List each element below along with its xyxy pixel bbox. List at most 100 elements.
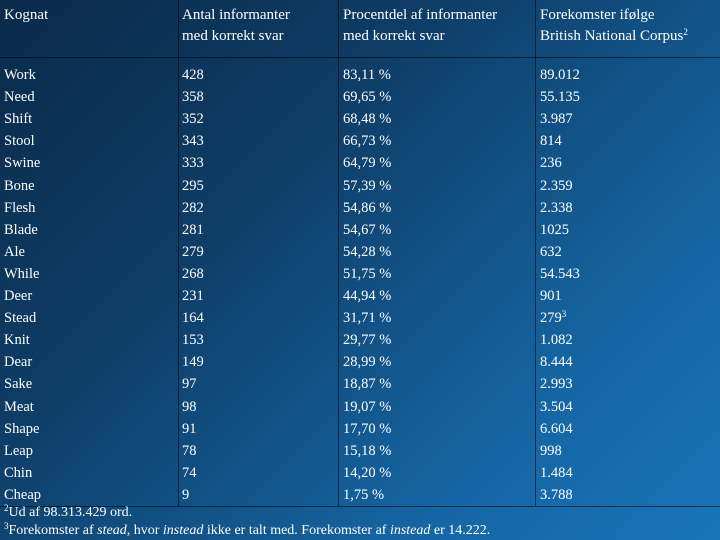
footnote-3-word-instead-2: instead <box>389 523 431 538</box>
row-count: 281 <box>182 221 204 238</box>
row-count: 149 <box>182 354 204 371</box>
header-antal-line1: Antal informanter <box>182 7 290 23</box>
row-percent: 54,28 % <box>343 243 392 260</box>
row-percent: 29,77 % <box>343 332 392 349</box>
row-percent: 54,86 % <box>343 199 392 216</box>
row-percent: 44,94 % <box>343 288 392 304</box>
row-percent: 54,67 % <box>343 221 392 238</box>
row-percent: 18,87 % <box>343 376 392 393</box>
row-bnc-count: 2.338 <box>540 199 573 216</box>
row-count: 97 <box>182 376 197 393</box>
row-bnc-value: 279 <box>540 310 562 327</box>
column-divider <box>535 0 536 506</box>
row-bnc-count: 54.543 <box>540 265 580 282</box>
row-percent: 1,75 % <box>343 486 385 503</box>
row-bnc-count: 89.012 <box>540 67 580 83</box>
header-forekomster-line1: Forekomster ifølge <box>540 7 655 23</box>
row-bnc-count: 55.135 <box>540 89 580 106</box>
column-divider <box>178 0 179 506</box>
row-word: Shift <box>4 111 33 128</box>
header-forekomster: Forekomster ifølge British National Corp… <box>540 5 688 47</box>
row-bnc-count: 1.484 <box>540 464 573 481</box>
row-bnc-count: 236 <box>540 155 562 172</box>
row-bnc-count: 3.987 <box>540 111 573 128</box>
header-kognat: Kognat <box>4 7 49 23</box>
row-word: While <box>4 265 40 282</box>
row-bnc-count: 3.788 <box>540 486 573 503</box>
row-word: Swine <box>4 155 41 172</box>
row-word: Bone <box>4 177 35 194</box>
row-count: 268 <box>182 265 204 282</box>
row-percent: 28,99 % <box>343 354 392 371</box>
row-bnc-count: 6.604 <box>540 420 573 437</box>
row-word: Sake <box>4 376 33 393</box>
row-bnc-count: 3.504 <box>540 398 573 415</box>
footnote-2-text: Ud af 98.313.429 ord. <box>8 505 133 520</box>
row-count: 91 <box>182 420 197 437</box>
footnote-3-text-a: Forekomster af <box>8 523 98 538</box>
row-count: 9 <box>182 486 190 503</box>
table-bottom-border <box>0 506 720 507</box>
row-count: 164 <box>182 310 204 327</box>
row-percent: 19,07 % <box>343 398 392 415</box>
row-bnc-count: 998 <box>540 442 562 459</box>
footnote-ref-2: 2 <box>683 27 688 37</box>
row-count: 74 <box>182 464 197 481</box>
row-bnc-count: 901 <box>540 288 562 304</box>
row-word: Blade <box>4 221 38 238</box>
column-divider <box>338 0 339 506</box>
header-antal-line2: med korrekt svar <box>182 28 284 44</box>
footnote-ref-3: 3 <box>561 309 567 320</box>
row-percent: 31,71 % <box>343 310 392 327</box>
footnote-3-word-stead: stead <box>97 523 127 538</box>
row-word: Cheap <box>4 486 42 503</box>
footnote-3-word-instead: instead <box>162 523 204 538</box>
row-percent: 57,39 % <box>343 177 392 194</box>
row-percent: 17,70 % <box>343 420 392 437</box>
footnote-3-text-c: , hvor <box>126 523 163 538</box>
header-procentdel-line2: med korrekt svar <box>343 28 445 44</box>
row-count: 279 <box>182 243 204 260</box>
row-percent: 83,11 % <box>343 67 391 83</box>
footnote-3-mark: 3 <box>4 521 9 531</box>
row-word: Stool <box>4 133 35 150</box>
row-word: Meat <box>4 398 34 415</box>
row-count: 153 <box>182 332 204 349</box>
row-count: 343 <box>182 133 204 150</box>
header-procentdel-line1: Procentdel af informanter <box>343 7 498 23</box>
row-word: Knit <box>4 332 30 349</box>
row-word: Leap <box>4 442 33 459</box>
row-count: 98 <box>182 398 197 415</box>
header-forekomster-line2: British National Corpus2 <box>540 26 688 47</box>
footnote-2-mark: 2 <box>4 503 9 513</box>
row-bnc-count: 1025 <box>540 221 569 238</box>
row-bnc-count: 632 <box>540 243 562 260</box>
row-word: Deer <box>4 288 33 304</box>
header-antal: Antal informanter med korrekt svar <box>182 5 290 47</box>
row-bnc-count: 2793 <box>540 307 566 329</box>
row-bnc-count: 2.993 <box>540 376 573 393</box>
row-count: 231 <box>182 288 204 304</box>
header-procentdel: Procentdel af informanter med korrekt sv… <box>343 5 497 47</box>
footnote-2: 2Ud af 98.313.429 ord. <box>4 504 132 521</box>
row-count: 282 <box>182 199 204 216</box>
footnote-3: 3Forekomster af stead, hvor instead ikke… <box>4 522 490 539</box>
row-count: 333 <box>182 155 204 172</box>
row-percent: 15,18 % <box>343 442 392 459</box>
row-word: Flesh <box>4 199 36 216</box>
row-count: 78 <box>182 442 197 459</box>
row-count: 295 <box>182 177 204 194</box>
row-bnc-count: 2.359 <box>540 177 573 194</box>
footnote-3-text-g: er 14.222. <box>430 523 491 538</box>
row-word: Dear <box>4 354 33 371</box>
row-word: Ale <box>4 243 25 260</box>
row-count: 352 <box>182 111 204 128</box>
row-word: Work <box>4 67 36 83</box>
row-percent: 64,79 % <box>343 155 392 172</box>
row-count: 358 <box>182 89 204 106</box>
row-word: Stead <box>4 310 37 327</box>
footnote-3-text-e: ikke er talt med. Forekomster af <box>203 523 390 538</box>
row-percent: 69,65 % <box>343 89 392 106</box>
header-forekomster-text: British National Corpus <box>540 28 684 44</box>
